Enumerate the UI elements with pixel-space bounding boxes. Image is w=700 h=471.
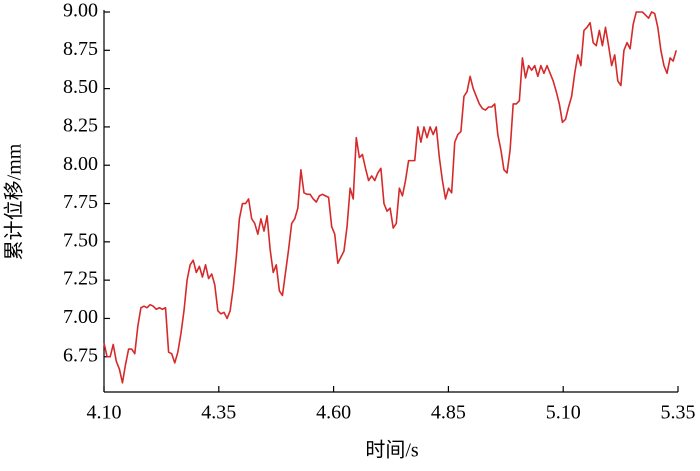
x-tick-label: 4.35: [201, 402, 236, 424]
y-tick-label: 8.75: [63, 38, 98, 60]
y-tick-label: 6.75: [63, 344, 98, 366]
y-tick-label: 7.50: [63, 229, 98, 251]
x-axis-label: 时间/s: [365, 439, 419, 462]
y-tick-label: 7.25: [63, 268, 98, 290]
x-tick-label: 5.35: [661, 402, 696, 424]
data-line: [103, 11, 678, 384]
x-tick-label: 4.85: [431, 402, 466, 424]
y-tick-label: 7.00: [63, 306, 98, 328]
x-tick-label: 5.10: [546, 402, 581, 424]
y-tick-label: 9.00: [63, 0, 98, 22]
x-tick-label: 4.10: [87, 402, 122, 424]
x-tick-label: 4.60: [316, 402, 351, 424]
y-tick-label: 8.00: [63, 153, 98, 175]
y-axis-label: 累计位移/mm: [3, 143, 26, 260]
y-tick-label: 8.25: [63, 115, 98, 137]
y-tick-label: 7.75: [63, 191, 98, 213]
y-tick-label: 8.50: [63, 76, 98, 98]
